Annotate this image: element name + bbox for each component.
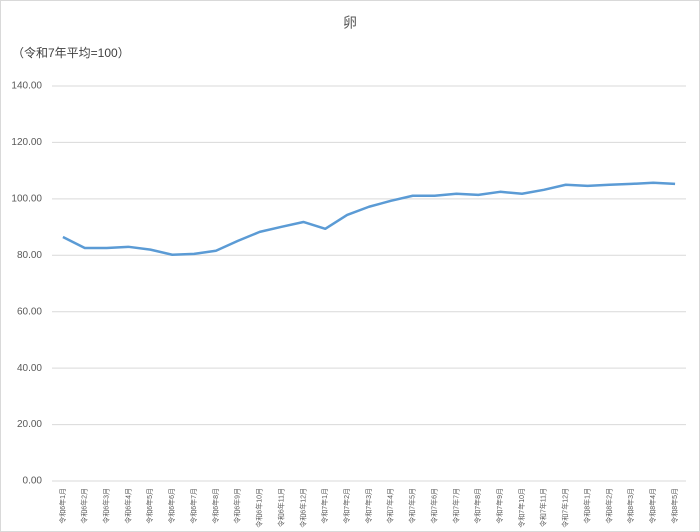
chart-title: 卵 [343,15,357,31]
y-tick-label: 120.00 [11,137,42,148]
x-tick-label: 令和6年1月 [58,488,67,524]
x-tick-label: 令和7年11月 [539,488,548,527]
x-tick-label: 令和7年12月 [561,488,570,528]
x-tick-label: 令和7年7月 [451,488,460,524]
y-tick-label: 140.00 [11,81,42,92]
x-tick-label: 令和6年3月 [101,488,110,524]
x-tick-label: 令和6年10月 [255,488,264,528]
x-tick-label: 令和6年11月 [276,488,285,527]
x-tick-label: 令和6年2月 [80,488,89,524]
y-tick-label: 20.00 [17,419,42,430]
x-tick-label: 令和7年1月 [320,488,329,524]
y-tick-label: 0.00 [23,476,43,487]
x-tick-label: 令和7年4月 [386,488,395,524]
x-tick-label: 令和8年3月 [626,488,635,524]
chart-subtitle: （令和7年平均=100） [12,45,130,60]
x-tick-label: 令和8年4月 [648,488,657,524]
x-tick-label: 令和7年9月 [495,488,504,524]
x-tick-label: 令和6年7月 [189,488,198,524]
y-tick-label: 100.00 [11,193,42,204]
x-tick-label: 令和8年5月 [670,488,679,524]
x-tick-label: 令和7年8月 [473,488,482,524]
x-tick-label: 令和6年8月 [211,488,220,524]
x-tick-label: 令和6年5月 [145,488,154,524]
x-tick-label: 令和6年4月 [123,488,132,524]
x-tick-label: 令和8年2月 [604,488,613,524]
x-tick-label: 令和8年1月 [582,488,591,524]
y-tick-label: 40.00 [17,363,42,374]
x-tick-label: 令和6年6月 [167,488,176,524]
x-tick-label: 令和7年6月 [429,488,438,524]
x-tick-label: 令和7年2月 [342,488,351,524]
data-line [62,181,676,256]
x-tick-label: 令和7年5月 [408,488,417,524]
x-tick-label: 令和7年3月 [364,488,373,524]
x-tick-label: 令和7年10月 [517,488,526,528]
y-tick-label: 60.00 [17,306,42,317]
y-tick-label: 80.00 [17,250,42,261]
x-tick-label: 令和6年9月 [233,488,242,524]
x-tick-label: 令和6年12月 [298,488,307,528]
